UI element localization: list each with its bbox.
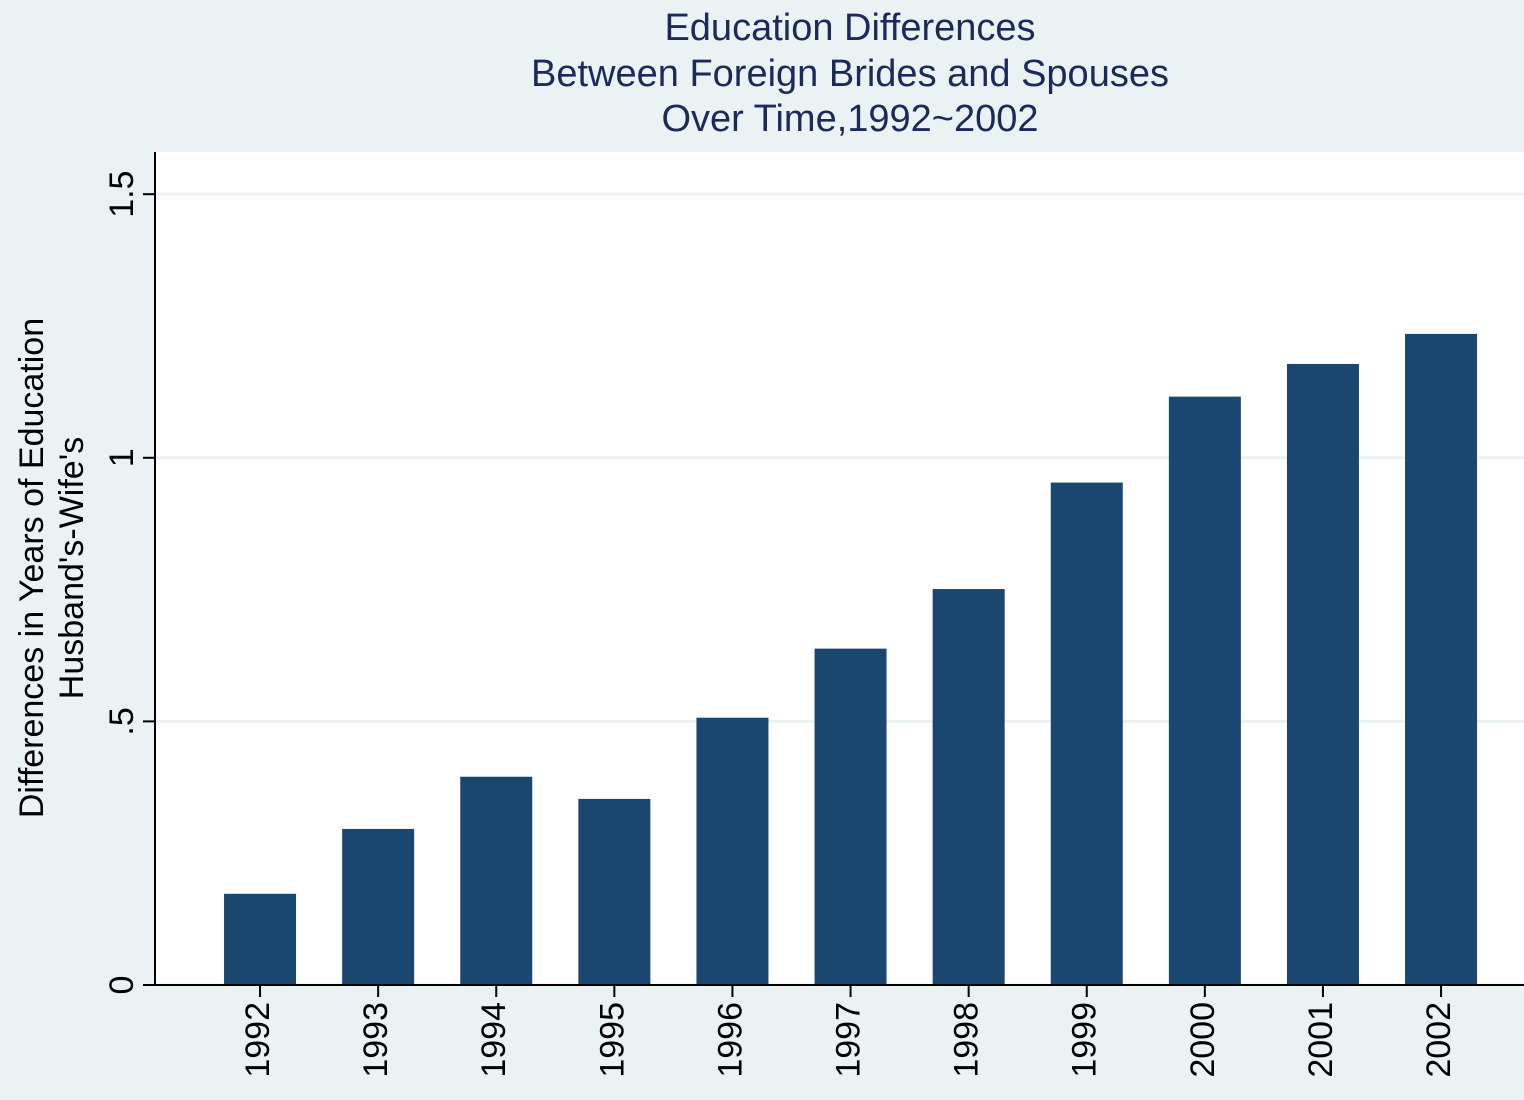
- chart-title: Education Differences: [664, 7, 1035, 49]
- x-tick-label: 1992: [239, 1002, 277, 1078]
- x-tick-label: 1997: [830, 1002, 868, 1078]
- bar: [1286, 363, 1359, 985]
- x-tick-label: 2002: [1420, 1002, 1458, 1078]
- bar: [1168, 396, 1241, 986]
- x-tick-label: 1995: [593, 1002, 631, 1078]
- bar: [342, 828, 415, 985]
- x-tick-label: 1994: [475, 1002, 513, 1078]
- bar: [578, 798, 651, 985]
- bar: [932, 589, 1005, 985]
- y-tick-label: .5: [103, 707, 141, 735]
- y-tick-label: 1.5: [103, 171, 141, 218]
- x-tick-label: 2001: [1302, 1002, 1340, 1078]
- bar: [224, 893, 297, 985]
- y-tick-label: 0: [103, 976, 141, 995]
- chart-title: Between Foreign Brides and Spouses: [531, 53, 1169, 95]
- y-axis-label: Differences in Years of Education: [13, 318, 51, 818]
- x-tick-label: 1996: [711, 1002, 749, 1078]
- bar: [814, 648, 887, 985]
- bar: [460, 776, 533, 985]
- x-tick-label: 1998: [948, 1002, 986, 1078]
- x-tick-label: 1999: [1066, 1002, 1104, 1078]
- bar: [696, 717, 769, 985]
- y-axis-label: Husband's-Wife's: [53, 437, 91, 699]
- bar: [1405, 333, 1478, 985]
- y-tick-label: 1: [103, 448, 141, 467]
- chart-title: Over Time,1992~2002: [661, 98, 1038, 140]
- x-tick-label: 2000: [1184, 1002, 1222, 1078]
- x-tick-label: 1993: [357, 1002, 395, 1078]
- bar: [1050, 482, 1123, 985]
